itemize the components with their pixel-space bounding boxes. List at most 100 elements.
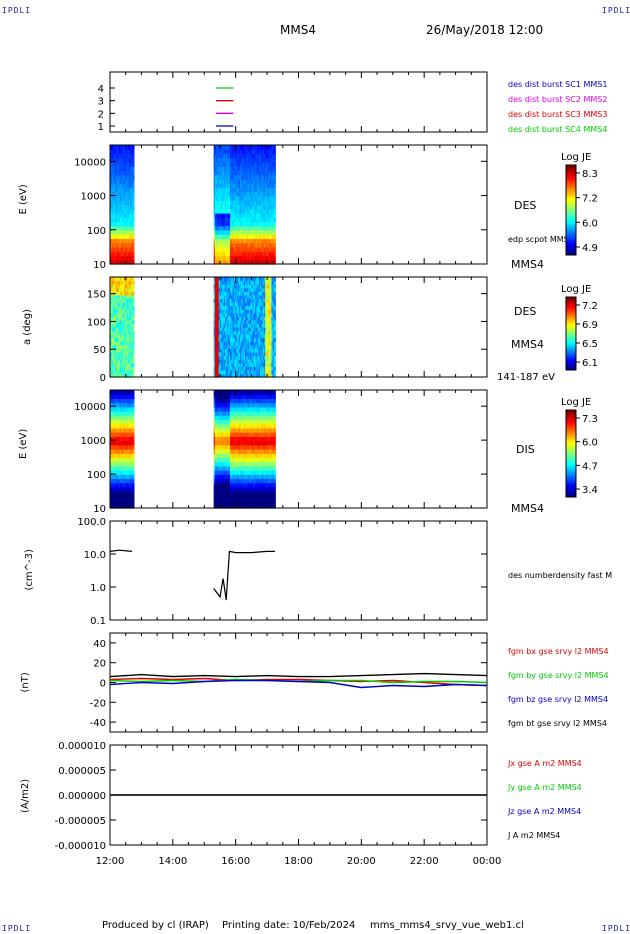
pitch-angle-cell (258, 362, 261, 367)
pitch-angle-cell (266, 348, 269, 353)
des-energy-cell (255, 191, 258, 197)
corner-label-bottom-right: IPDLI (602, 924, 630, 933)
pitch-angle-cell (226, 323, 229, 328)
pitch-angle-cell (243, 334, 246, 339)
des-energy-cell (121, 162, 124, 167)
pitch-angle-cell (125, 291, 127, 296)
des-energy-cell (216, 157, 219, 163)
dis-energy-cell (214, 427, 217, 433)
des-energy-cell (268, 259, 271, 265)
des-energy-cell (216, 242, 219, 248)
pitch-angle-cell (252, 362, 255, 367)
pitch-angle-cell (230, 287, 232, 292)
des-energy-cell (123, 204, 126, 210)
pitch-angle-cell (241, 312, 244, 317)
des-energy-cell (112, 162, 115, 167)
dis-energy-cell (122, 482, 125, 488)
des-energy-cell (266, 179, 269, 184)
pitch-angle-cell (260, 352, 263, 357)
des-energy-cell (223, 157, 226, 163)
des-energy-cell (113, 162, 116, 167)
pitch-angle-cell (266, 334, 269, 339)
des-energy-cell (113, 217, 116, 223)
des-energy-cell (266, 217, 269, 223)
dis-energy-cell (132, 406, 135, 412)
pitch-angle-cell (111, 337, 114, 342)
dis-energy-cell (116, 461, 119, 467)
dis-energy-cell (132, 411, 135, 416)
pitch-angle-cell (245, 327, 247, 332)
dis-energy-cell (125, 499, 127, 505)
pitch-angle-cell (123, 284, 126, 289)
des-energy-cell (230, 242, 232, 248)
pitch-angle-cell (247, 362, 250, 367)
pitch-angle-cell (268, 312, 271, 317)
pitch-angle-cell (245, 341, 247, 346)
pitch-angle-cell (130, 302, 132, 307)
pitch-angle-cell (221, 323, 224, 328)
pitch-angle-cell (256, 287, 259, 292)
dis-energy-cell (223, 486, 226, 492)
des-energy-cell (271, 196, 274, 201)
pitch-angle-cell (115, 298, 117, 303)
dis-energy-cell (125, 453, 127, 459)
pitch-angle-cell (241, 337, 244, 342)
pitch-angle-cell (271, 366, 274, 371)
des-energy-cell (268, 238, 271, 244)
pitch-angle-cell (222, 323, 225, 328)
pitch-angle-cell (123, 294, 126, 300)
pitch-angle-cell (243, 312, 246, 317)
pitch-angle-cell (218, 327, 221, 332)
pitch-angle-cell (123, 323, 126, 328)
des-energy-cell (272, 162, 275, 167)
dis-energy-cell (222, 453, 225, 459)
des-energy-cell (122, 174, 125, 180)
des-energy-cell (250, 255, 252, 261)
pitch-angle-cell (252, 309, 255, 314)
dis-energy-cell (122, 449, 125, 454)
pitch-angle-cell (130, 312, 132, 317)
des-energy-cell (268, 145, 271, 150)
dis-energy-cell (217, 482, 220, 488)
des-energy-cell (241, 259, 244, 265)
des-energy-cell (221, 234, 224, 240)
pitch-angle-cell (256, 366, 259, 371)
des-energy-cell (216, 170, 219, 176)
des-energy-cell (250, 149, 252, 155)
dis-energy-cell (219, 427, 222, 433)
pitch-angle-cell (132, 319, 135, 325)
pitch-angle-cell (214, 277, 217, 282)
pitch-angle-cell (117, 287, 120, 292)
pitch-angle-cell (246, 352, 249, 357)
pitch-angle-cell (227, 319, 230, 325)
pitch-angle-cell (243, 277, 246, 282)
pitch-angle-cell (117, 337, 120, 342)
des-energy-cell (267, 255, 270, 261)
pitch-angle-cell (125, 366, 127, 371)
pitch-angle-cell (232, 362, 235, 367)
des-energy-cell (112, 145, 115, 150)
dis-energy-cell (115, 474, 117, 480)
pitch-angle-cell (213, 362, 216, 367)
des-energy-cell (251, 200, 254, 206)
des-energy-cell (238, 191, 241, 197)
pitch-angle-cell (250, 352, 252, 357)
dis-energy-cell (121, 470, 124, 475)
dis-energy-cell (216, 499, 219, 505)
pitch-angle-cell (251, 316, 254, 321)
dis-energy-cell (223, 402, 226, 408)
pitch-angle-cell (123, 337, 126, 342)
pitch-angle-cell (216, 298, 219, 303)
dis-energy-cell (217, 465, 220, 471)
des-energy-cell (268, 208, 271, 214)
pitch-angle-cell (228, 302, 231, 307)
pitch-angle-cell (246, 277, 249, 282)
pitch-angle-cell (258, 302, 261, 307)
pitch-angle-cell (240, 277, 242, 282)
des-energy-cell (270, 166, 273, 172)
des-energy-cell (121, 170, 124, 176)
burst-ytick-label: 3 (98, 97, 104, 108)
pitch-angle-cell (115, 348, 117, 353)
des-energy-cell (228, 217, 231, 223)
pitch-angle-cell (240, 337, 242, 342)
